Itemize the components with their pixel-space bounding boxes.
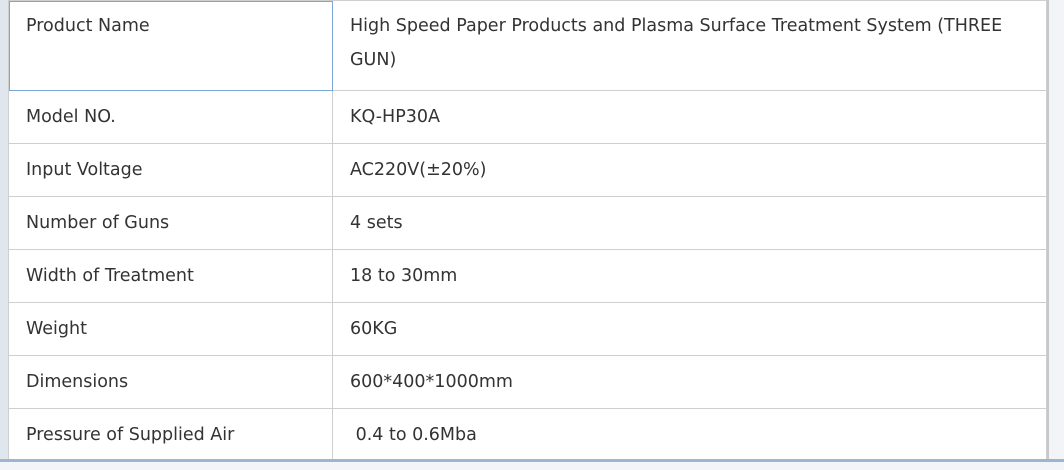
value-cell[interactable]: 600*400*1000mm [332,355,1047,409]
table-row: Input Voltage AC220V(±20%) [8,143,1047,197]
value-cell[interactable]: 18 to 30mm [332,249,1047,303]
label-cell[interactable]: Number of Guns [8,196,333,250]
value-cell[interactable]: High Speed Paper Products and Plasma Sur… [332,0,1047,91]
label-cell[interactable]: Width of Treatment [8,249,333,303]
table-row: Dimensions 600*400*1000mm [8,355,1047,409]
value-cell[interactable]: 0.4 to 0.6Mba [332,408,1047,462]
label-cell[interactable]: Pressure of Supplied Air [8,408,333,462]
spec-table: Product Name High Speed Paper Products an… [8,0,1047,462]
spec-table-container: Product Name High Speed Paper Products an… [8,0,1049,462]
value-cell[interactable]: 60KG [332,302,1047,356]
label-cell[interactable]: Model NO. [8,90,333,144]
label-cell[interactable]: Weight [8,302,333,356]
label-cell[interactable]: Input Voltage [8,143,333,197]
label-cell[interactable]: Dimensions [8,355,333,409]
label-cell[interactable]: Product Name [8,0,333,91]
table-row: Product Name High Speed Paper Products an… [8,0,1047,91]
value-cell[interactable]: KQ-HP30A [332,90,1047,144]
table-row: Weight 60KG [8,302,1047,356]
table-row: Number of Guns 4 sets [8,196,1047,250]
bottom-border [0,459,1064,462]
table-row: Pressure of Supplied Air 0.4 to 0.6Mba [8,408,1047,462]
value-cell[interactable]: 4 sets [332,196,1047,250]
table-row: Width of Treatment 18 to 30mm [8,249,1047,303]
value-cell[interactable]: AC220V(±20%) [332,143,1047,197]
table-row: Model NO. KQ-HP30A [8,90,1047,144]
